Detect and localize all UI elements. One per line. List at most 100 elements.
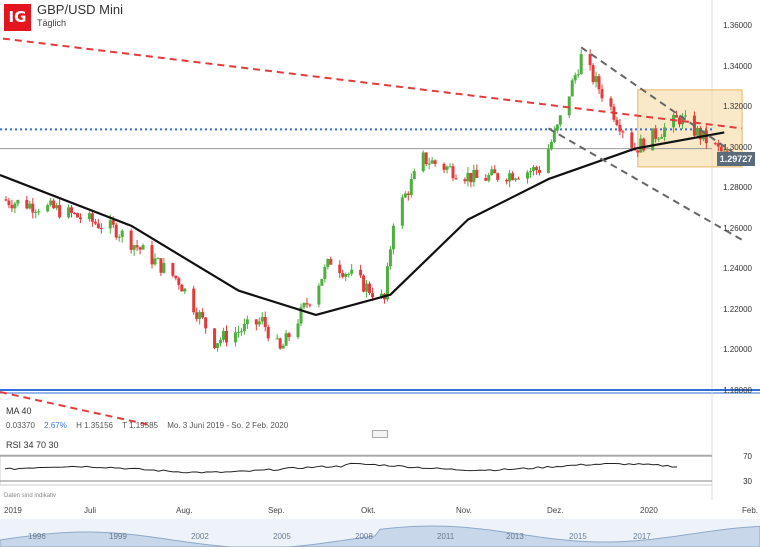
candle-body-114 bbox=[475, 169, 479, 178]
candle-body-59 bbox=[245, 319, 249, 324]
candle-body-102 bbox=[427, 163, 431, 165]
rsi-line bbox=[4, 462, 678, 474]
candle-body-99 bbox=[412, 171, 416, 180]
candle-body-167 bbox=[698, 128, 702, 140]
candle-body-35 bbox=[150, 245, 154, 265]
candle-body-124 bbox=[517, 178, 521, 180]
price-stats: 0.03370 2.67% H 1.35156 T 1.19585 Mo. 3 … bbox=[6, 421, 295, 430]
candle-body-100 bbox=[421, 152, 425, 172]
candle-body-89 bbox=[371, 293, 375, 298]
candle-body-63 bbox=[263, 316, 267, 328]
candle-body-55 bbox=[233, 332, 237, 343]
candle-body-47 bbox=[198, 312, 202, 319]
stats-change: 0.03370 bbox=[6, 421, 35, 430]
candle-body-132 bbox=[552, 130, 556, 142]
candle-body-145 bbox=[609, 98, 613, 107]
price-tick-5: 1.26000 bbox=[723, 223, 752, 233]
candle-body-44 bbox=[183, 288, 187, 292]
candle-body-1 bbox=[7, 200, 11, 206]
candle-body-11 bbox=[49, 200, 53, 206]
candle-body-162 bbox=[678, 117, 682, 125]
candle-body-101 bbox=[424, 152, 428, 165]
candle-body-129 bbox=[537, 169, 541, 173]
candle-body-171 bbox=[716, 143, 720, 147]
candle-body-69 bbox=[287, 333, 291, 338]
navigator-year-3: 2005 bbox=[273, 532, 291, 541]
navigator-year-1: 1999 bbox=[109, 532, 127, 541]
price-tick-2: 1.32000 bbox=[723, 102, 752, 112]
candle-body-49 bbox=[204, 317, 208, 329]
pane-resize-handle[interactable] bbox=[372, 430, 388, 438]
candle-body-14 bbox=[58, 205, 62, 218]
candle-body-147 bbox=[615, 119, 619, 125]
candle-body-82 bbox=[344, 273, 348, 277]
candle-body-123 bbox=[514, 178, 518, 180]
rsi-tick-0: 70 bbox=[743, 452, 752, 461]
candle-body-34 bbox=[141, 245, 145, 250]
candle-body-74 bbox=[308, 304, 312, 306]
candle-body-10 bbox=[46, 205, 50, 212]
candle-body-12 bbox=[52, 200, 56, 209]
candle-body-78 bbox=[326, 259, 330, 268]
candle-body-135 bbox=[567, 96, 571, 116]
candle-body-107 bbox=[448, 166, 452, 168]
candle-body-130 bbox=[546, 149, 550, 173]
candle-body-0 bbox=[4, 199, 8, 201]
candle-body-33 bbox=[138, 247, 142, 250]
candle-body-136 bbox=[570, 80, 574, 97]
stats-high: H 1.35156 bbox=[76, 421, 113, 430]
candle-body-128 bbox=[534, 167, 538, 170]
time-label-3: Sep. bbox=[268, 506, 285, 515]
rsi-indicator-label[interactable]: RSI 34 70 30 bbox=[6, 440, 59, 450]
candle-body-68 bbox=[284, 333, 288, 346]
candle-body-24 bbox=[99, 227, 103, 229]
rsi-tick-1: 30 bbox=[743, 477, 752, 486]
candle-body-125 bbox=[526, 172, 530, 179]
candle-body-50 bbox=[213, 328, 217, 349]
time-label-2: Aug. bbox=[176, 506, 193, 515]
candle-body-60 bbox=[254, 319, 258, 325]
candle-body-95 bbox=[400, 197, 404, 226]
trendline-lower-extension bbox=[0, 391, 151, 426]
candle-body-83 bbox=[347, 273, 351, 275]
candle-body-3 bbox=[13, 203, 17, 209]
candle-body-9 bbox=[37, 211, 41, 213]
candle-body-61 bbox=[257, 321, 261, 325]
price-tick-9: 1.18000 bbox=[723, 386, 752, 395]
ma-indicator-label[interactable]: MA 40 bbox=[6, 406, 32, 416]
last-price-badge: 1.29727 bbox=[717, 152, 755, 166]
candle-body-26 bbox=[111, 220, 115, 225]
candle-body-121 bbox=[508, 173, 512, 182]
candle-body-87 bbox=[365, 283, 369, 292]
candle-body-22 bbox=[93, 221, 97, 224]
candle-body-119 bbox=[496, 173, 500, 180]
candle-body-42 bbox=[177, 278, 181, 285]
candle-body-13 bbox=[55, 205, 59, 209]
candle-body-17 bbox=[73, 212, 77, 214]
candle-body-127 bbox=[531, 167, 535, 172]
candle-body-90 bbox=[379, 293, 383, 298]
candle-body-53 bbox=[222, 330, 226, 340]
trendline-channel-upper bbox=[580, 46, 743, 160]
candle-body-72 bbox=[302, 303, 306, 308]
candle-body-108 bbox=[451, 166, 455, 179]
candle-body-92 bbox=[385, 266, 389, 300]
navigator-year-4: 2008 bbox=[355, 532, 373, 541]
candle-body-48 bbox=[201, 312, 205, 318]
navigator-year-0: 1996 bbox=[28, 532, 46, 541]
candle-body-5 bbox=[25, 200, 29, 209]
candle-body-64 bbox=[266, 327, 270, 339]
candle-body-56 bbox=[236, 331, 240, 333]
candle-body-66 bbox=[278, 338, 282, 349]
candle-body-28 bbox=[117, 236, 121, 238]
candle-body-174 bbox=[725, 150, 729, 152]
trendline-channel-lower bbox=[547, 127, 743, 241]
price-tick-4: 1.28000 bbox=[723, 183, 752, 193]
candle-body-76 bbox=[320, 279, 324, 286]
candle-body-39 bbox=[162, 263, 166, 273]
candle-body-149 bbox=[621, 131, 625, 133]
candle-body-43 bbox=[180, 284, 184, 292]
candle-body-79 bbox=[329, 259, 333, 265]
candle-body-134 bbox=[558, 115, 562, 125]
